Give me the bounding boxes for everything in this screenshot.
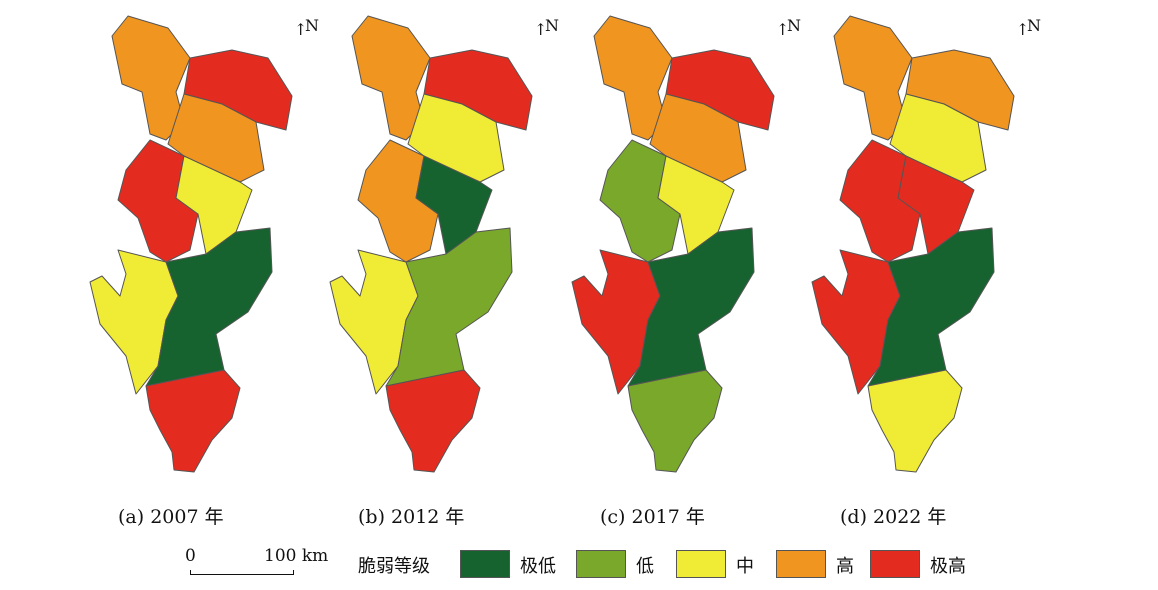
region-northwest xyxy=(593,15,673,141)
legend-title: 脆弱等级 xyxy=(358,556,430,577)
north-label: N xyxy=(305,16,319,35)
region-northwest xyxy=(833,15,913,141)
panel-caption-d: (d) 2022 年 xyxy=(840,506,947,528)
region-northwest xyxy=(111,15,191,141)
region-southeast xyxy=(385,227,513,387)
legend-label-medium: 中 xyxy=(736,556,754,577)
north-arrow-icon: ↑ xyxy=(534,20,548,39)
legend-swatch-very-low xyxy=(460,550,510,578)
panel-caption-a: (a) 2007 年 xyxy=(118,506,224,528)
north-arrow-icon: ↑ xyxy=(1016,20,1030,39)
region-south xyxy=(867,369,963,473)
panel-caption-c: (c) 2017 年 xyxy=(600,506,705,528)
scale-line xyxy=(190,570,294,575)
region-south xyxy=(385,369,481,473)
scale-unit: km xyxy=(301,546,329,566)
map-panel-a xyxy=(89,15,293,473)
map-panel-c xyxy=(571,15,775,473)
north-label: N xyxy=(545,16,559,35)
north-arrow-icon: ↑ xyxy=(294,20,308,39)
legend-label-low: 低 xyxy=(636,556,654,577)
north-label: N xyxy=(1027,16,1041,35)
legend-swatch-low xyxy=(576,550,626,578)
scale-end: 100 xyxy=(264,546,297,566)
scale-bar: 0 100 km xyxy=(185,546,330,586)
north-arrow-icon: ↑ xyxy=(776,20,790,39)
legend-label-very-low: 极低 xyxy=(520,556,556,577)
legend-swatch-medium xyxy=(676,550,726,578)
panel-caption-b: (b) 2012 年 xyxy=(358,506,465,528)
region-northwest xyxy=(351,15,431,141)
legend-label-high: 高 xyxy=(836,556,854,577)
map-panel-d xyxy=(811,15,1015,473)
scale-start: 0 xyxy=(185,546,196,566)
region-south xyxy=(145,369,241,473)
region-south xyxy=(627,369,723,473)
legend-label-very-high: 极高 xyxy=(930,556,966,577)
legend-swatch-high xyxy=(776,550,826,578)
region-southeast xyxy=(145,227,273,387)
north-label: N xyxy=(787,16,801,35)
legend-swatch-very-high xyxy=(870,550,920,578)
maps-canvas xyxy=(89,15,1015,473)
map-panel-b xyxy=(329,15,533,473)
region-southeast xyxy=(867,227,995,387)
region-southeast xyxy=(627,227,755,387)
